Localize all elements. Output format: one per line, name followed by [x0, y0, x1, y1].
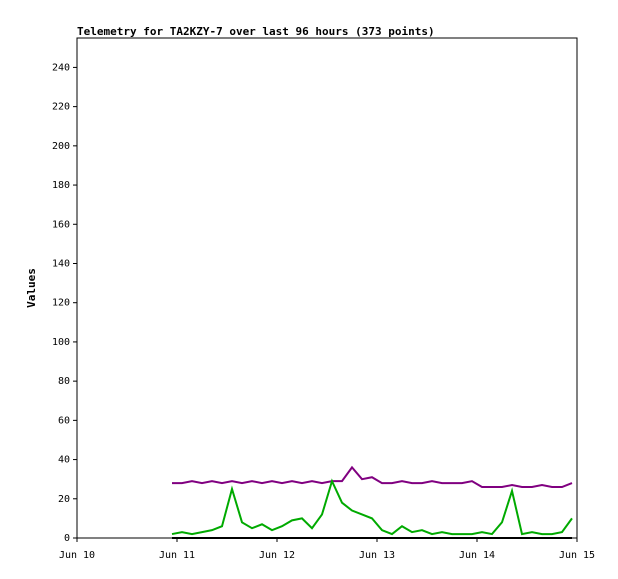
x-tick-label: Jun 13: [359, 550, 395, 561]
y-tick-label: 120: [52, 298, 70, 309]
y-tick-label: 100: [52, 337, 70, 348]
x-tick-label: Jun 14: [459, 550, 495, 561]
x-tick-label: Jun 11: [159, 550, 195, 561]
x-tick-label: Jun 10: [59, 550, 95, 561]
y-tick-label: 60: [58, 415, 70, 426]
y-tick-label: 240: [52, 62, 70, 73]
y-tick-label: 20: [58, 494, 70, 505]
x-tick-label: Jun 15: [559, 550, 595, 561]
y-tick-label: 140: [52, 258, 70, 269]
y-tick-label: 80: [58, 376, 70, 387]
y-tick-label: 160: [52, 219, 70, 230]
series-line: [172, 465, 573, 489]
y-tick-label: 220: [52, 102, 70, 113]
y-tick-label: 0: [64, 533, 70, 544]
chart-title: Telemetry for TA2KZY-7 over last 96 hour…: [77, 25, 435, 38]
y-axis-label: Values: [25, 268, 38, 308]
y-tick-label: 40: [58, 455, 70, 466]
series-line: [171, 478, 573, 536]
x-tick-label: Jun 12: [259, 550, 295, 561]
y-tick-label: 180: [52, 180, 70, 191]
y-tick-label: 200: [52, 141, 70, 152]
